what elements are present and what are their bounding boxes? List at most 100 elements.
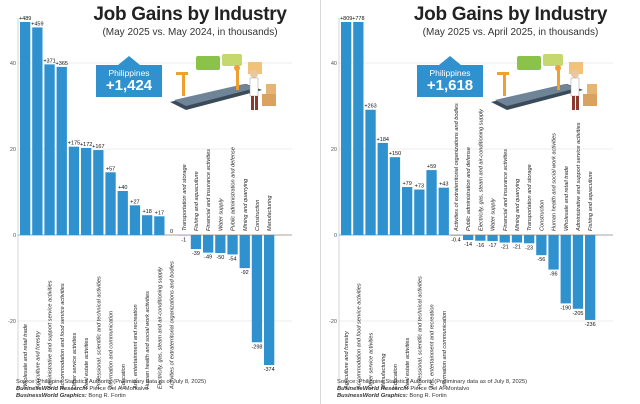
bar: [402, 187, 413, 235]
data-label: -39: [192, 251, 200, 257]
data-label: +184: [377, 137, 389, 143]
category-label: Education: [121, 364, 127, 389]
bar: [117, 191, 128, 235]
category-label: Agriculture and forestry: [35, 330, 41, 390]
bar: [572, 235, 584, 309]
data-label: +167: [92, 144, 104, 150]
bar: [524, 235, 535, 244]
category-label: Fishing and aquaculture: [194, 171, 200, 231]
data-label: +79: [402, 181, 411, 187]
data-label: 0: [170, 229, 173, 235]
data-label: -23: [525, 245, 533, 251]
category-label: Construction: [539, 200, 545, 231]
category-label: Wholesale and retail trade: [564, 166, 570, 231]
chart-title: Job Gains by Industry: [93, 4, 287, 25]
bar: [154, 216, 165, 235]
bar: [487, 235, 498, 242]
bar: [251, 235, 263, 343]
data-label: +18: [142, 209, 151, 215]
data-label: -16: [476, 243, 484, 249]
data-label: +73: [415, 184, 424, 190]
data-label: +59: [427, 164, 436, 170]
data-label: +57: [106, 166, 115, 172]
bar: [560, 235, 571, 304]
bar: [129, 205, 141, 235]
data-label: -56: [537, 257, 545, 263]
y-tick-label: 20: [10, 147, 16, 153]
category-label: Activities of extraterritorial organizat…: [170, 261, 176, 390]
data-label: +150: [389, 151, 401, 157]
badge-label: Philippines: [108, 68, 150, 78]
data-label: +40: [118, 185, 127, 191]
chart-subtitle: (May 2025 vs. May 2024, in thousands): [102, 27, 278, 38]
category-label: Arts, entertainment and recreation: [133, 304, 139, 390]
bar: [239, 235, 250, 269]
category-label: Manufacturing: [267, 195, 273, 231]
chart-footer: Source: Philippine Statistics Authority …: [337, 379, 527, 400]
category-label: Wholesale and retail trade: [23, 324, 29, 389]
category-label: Arts, entertainment and recreation: [430, 304, 436, 390]
data-label: -92: [241, 270, 249, 276]
category-label: Activities of extraterritorial organizat…: [454, 103, 460, 232]
up-arrow-icon: [118, 56, 140, 65]
bar: [353, 22, 364, 235]
data-label: -14: [464, 242, 472, 248]
data-label: +459: [31, 21, 43, 27]
y-tick-label: 40: [331, 61, 337, 67]
data-label: -0.4: [451, 238, 460, 244]
category-label: Electricity, gas, steam and air-conditio…: [157, 266, 163, 389]
data-label: +263: [364, 104, 376, 110]
badge-label: Philippines: [429, 68, 471, 78]
source-note: Source: Philippine Statistics Authority …: [16, 379, 207, 385]
bar: [438, 187, 449, 235]
data-label: -205: [572, 311, 583, 317]
category-label: Electricity, gas, steam and air-conditio…: [478, 108, 484, 231]
category-label: Human health and social work activities: [145, 291, 151, 389]
data-label: -374: [264, 367, 275, 373]
bar: [389, 157, 401, 235]
y-tick-label: 0: [13, 233, 16, 239]
data-label: -190: [560, 305, 571, 311]
data-label: -49: [204, 255, 212, 261]
chart-title: Job Gains by Industry: [413, 4, 608, 25]
data-label: +17: [155, 210, 164, 216]
category-label: Accommodation and food service activitie…: [60, 283, 66, 390]
category-label: Real estate activities: [405, 337, 411, 389]
data-label: +27: [130, 199, 139, 205]
bar: [215, 235, 226, 253]
category-label: Mining and quarrying: [243, 178, 249, 231]
factory-illustration: [487, 50, 599, 122]
category-label: Information and communication: [109, 311, 115, 389]
data-label: -298: [251, 344, 262, 350]
bar: [536, 235, 547, 256]
research-credit: BusinessWorld Research: Pierce Oel A. Mo…: [16, 386, 149, 392]
y-tick-label: 20: [331, 147, 337, 153]
factory-illustration: [166, 50, 278, 122]
category-label: Administrative and support service activ…: [576, 122, 582, 232]
bar: [264, 235, 275, 365]
up-arrow-icon: [439, 56, 461, 65]
category-label: Other service activities: [72, 333, 78, 389]
category-label: Financial and insurance activities: [503, 149, 509, 231]
data-label: -1: [181, 237, 186, 243]
category-label: Real estate activities: [84, 337, 90, 389]
total-badge: Philippines +1,618: [417, 56, 483, 98]
graphics-credit: BusinessWorld Graphics: Bong R. Fortin: [16, 393, 126, 399]
data-label: +809: [340, 16, 352, 22]
bar: [44, 64, 55, 235]
badge-value: +1,618: [426, 77, 474, 94]
bar: [463, 235, 474, 241]
bar: [227, 235, 238, 255]
total-badge: Philippines +1,424: [96, 56, 162, 98]
data-label: +175: [68, 141, 80, 147]
bar: [365, 109, 376, 235]
y-tick-label: -20: [329, 319, 337, 325]
y-tick-label: 40: [10, 61, 16, 67]
bar: [426, 170, 437, 235]
category-label: Transportation and storage: [182, 164, 188, 231]
category-label: Financial and insurance activities: [206, 149, 212, 231]
